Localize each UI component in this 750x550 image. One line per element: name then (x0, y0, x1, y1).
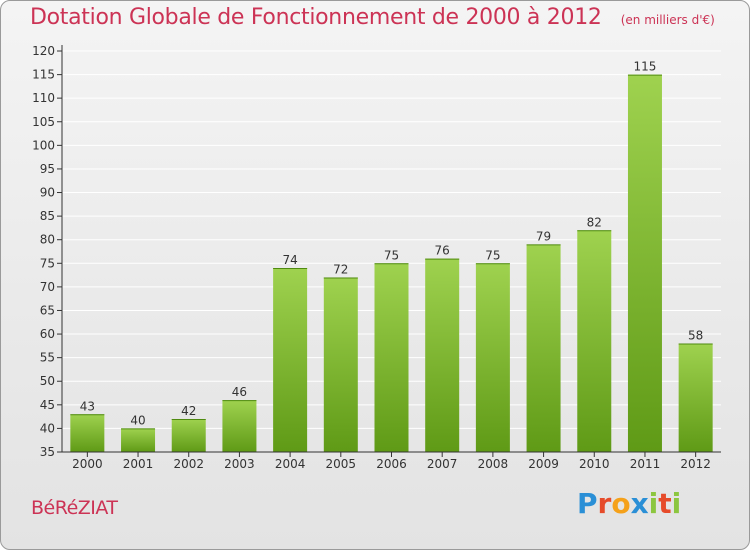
chart-unit-note: (en milliers d'€) (620, 13, 715, 27)
bar-2006 (374, 263, 409, 452)
x-tick-label-2010: 2010 (579, 457, 610, 471)
y-tick-label: 70 (40, 280, 55, 294)
logo-letter: i (648, 487, 659, 520)
logo-letter: x (630, 487, 649, 520)
bar-2000 (70, 414, 105, 452)
bar-2001 (121, 428, 156, 452)
y-tick-label: 100 (32, 138, 55, 152)
bar-2011 (627, 74, 662, 453)
data-label-2008: 75 (485, 248, 500, 262)
commune-name: BéRéZIAT (31, 497, 118, 519)
logo-letter: t (658, 487, 672, 520)
data-label-2010: 82 (587, 215, 602, 229)
x-tick-label-2008: 2008 (478, 457, 509, 471)
proxiti-logo: Proxiti (577, 487, 681, 520)
x-tick-label-2011: 2011 (630, 457, 661, 471)
bar-2008 (475, 263, 510, 452)
y-tick-label: 50 (40, 374, 55, 388)
logo-letter: r (597, 487, 612, 520)
bar-2004 (273, 268, 308, 452)
y-tick-label: 65 (40, 303, 55, 317)
x-tick-label-2006: 2006 (376, 457, 407, 471)
y-tick-label: 120 (32, 44, 55, 58)
bar-2003 (222, 400, 257, 452)
y-tick-label: 90 (40, 186, 55, 200)
y-tick-label: 35 (40, 445, 55, 459)
x-tick-label-2002: 2002 (173, 457, 204, 471)
data-label-2000: 43 (80, 399, 95, 413)
axes (61, 45, 721, 453)
data-labels: 43 40 42 46 74 72 75 76 75 79 82 115 58 (80, 60, 704, 428)
data-label-2012: 58 (688, 328, 703, 342)
logo-letter: i (671, 487, 682, 520)
logo-letter: P (577, 487, 598, 520)
bar-2007 (425, 258, 460, 452)
y-tick-label: 105 (32, 115, 55, 129)
bar-2005 (323, 277, 358, 452)
data-label-2007: 76 (435, 244, 450, 258)
x-tick-label-2004: 2004 (275, 457, 306, 471)
data-label-2011: 115 (634, 60, 657, 74)
y-tick-label: 95 (40, 162, 55, 176)
y-tick-label: 60 (40, 327, 55, 341)
bar-2002 (171, 418, 206, 452)
y-tick-label: 55 (40, 351, 55, 365)
y-tick-label: 45 (40, 398, 55, 412)
x-tick-label-2000: 2000 (72, 457, 103, 471)
y-tick-label: 75 (40, 256, 55, 270)
y-tick-label: 115 (32, 68, 55, 82)
y-tick-label: 40 (40, 421, 55, 435)
data-label-2006: 75 (384, 248, 399, 262)
data-label-2001: 40 (130, 413, 145, 427)
x-tick-label-2012: 2012 (680, 457, 711, 471)
y-tick-label: 80 (40, 233, 55, 247)
data-label-2003: 46 (232, 385, 247, 399)
data-label-2009: 79 (536, 229, 551, 243)
title-row: Dotation Globale de Fonctionnement de 20… (30, 5, 715, 30)
y-axis-ticks: 35 40 45 50 55 60 65 70 75 80 85 90 95 100 105 110 115 12… (32, 44, 62, 459)
data-label-2004: 74 (282, 253, 297, 267)
data-label-2002: 42 (181, 404, 196, 418)
bars (70, 74, 713, 453)
x-tick-label-2007: 2007 (427, 457, 458, 471)
x-tick-label-2001: 2001 (123, 457, 154, 471)
x-axis-ticks: 2000 2001 2002 2003 2004 2005 2006 2007 2008 2009… (72, 452, 711, 471)
data-label-2005: 72 (333, 262, 348, 276)
bar-2009 (526, 244, 561, 452)
bar-2012 (678, 343, 713, 452)
x-tick-label-2003: 2003 (224, 457, 255, 471)
y-tick-label: 85 (40, 209, 55, 223)
chart-title: Dotation Globale de Fonctionnement de 20… (30, 5, 602, 30)
bar-2010 (577, 230, 612, 452)
x-tick-label-2009: 2009 (528, 457, 559, 471)
x-tick-label-2005: 2005 (326, 457, 357, 471)
y-tick-label: 110 (32, 91, 55, 105)
logo-letter: o (611, 487, 631, 520)
